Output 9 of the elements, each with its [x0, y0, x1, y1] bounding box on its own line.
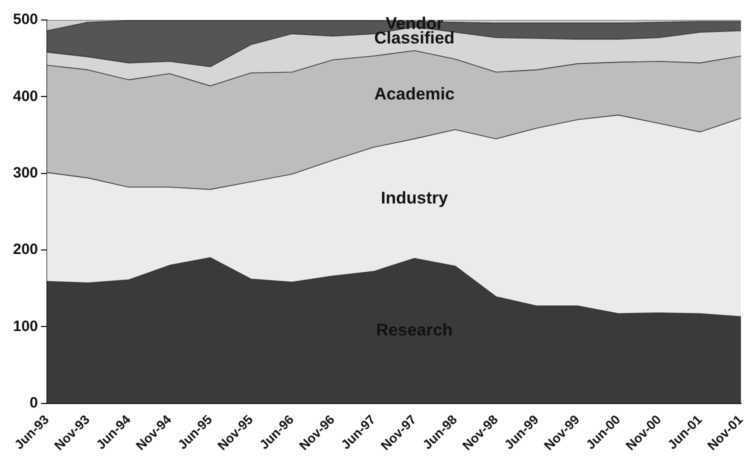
- y-tick-label: 0: [30, 394, 38, 412]
- y-tick-label: 400: [12, 88, 38, 105]
- y-tick-label: 100: [12, 318, 38, 335]
- y-tick-label: 300: [12, 164, 38, 182]
- series-label: Academic: [374, 84, 455, 104]
- series-label: Classified: [374, 28, 455, 48]
- y-tick-label: 200: [12, 241, 38, 258]
- y-tick-label: 500: [12, 11, 38, 28]
- series-label: Industry: [380, 188, 448, 208]
